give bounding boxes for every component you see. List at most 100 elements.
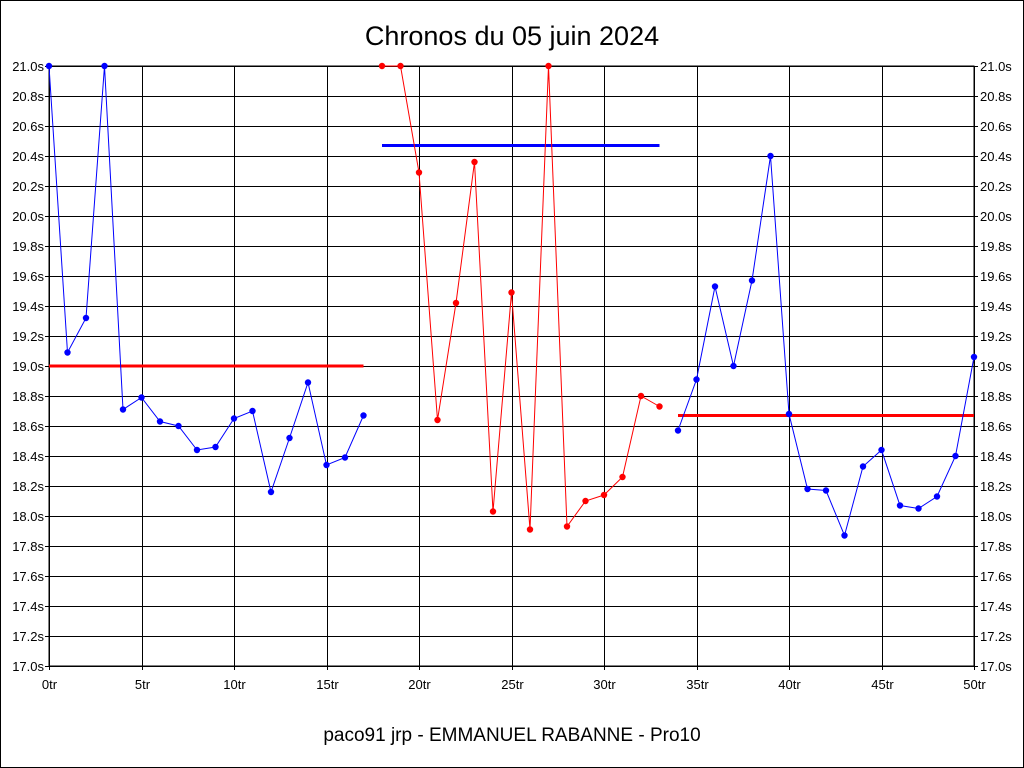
y-tick-label-right: 18.0s: [980, 509, 1012, 524]
x-tick-label: 25tr: [501, 677, 524, 692]
data-point: [64, 349, 71, 356]
y-tick-label-right: 19.4s: [980, 299, 1012, 314]
y-tick-label-right: 19.6s: [980, 269, 1012, 284]
y-tick-label-left: 20.8s: [12, 89, 44, 104]
y-tick-label-left: 17.0s: [12, 659, 44, 674]
data-point: [175, 422, 182, 430]
y-tick-label-right: 18.6s: [980, 419, 1012, 434]
y-tick-label-right: 18.4s: [980, 449, 1012, 464]
y-tick-label-right: 21.0s: [980, 59, 1012, 74]
data-point: [286, 434, 293, 442]
chart-subtitle: paco91 jrp - EMMANUEL RABANNE - Pro10: [323, 725, 700, 746]
data-point: [933, 493, 941, 500]
data-point: [452, 299, 460, 307]
data-point: [378, 62, 386, 70]
y-tick-label-left: 18.8s: [12, 389, 44, 404]
y-tick-label-right: 20.0s: [980, 209, 1012, 224]
average-lines: [49, 144, 974, 417]
data-point: [600, 491, 608, 499]
data-point: [360, 412, 367, 419]
x-tick-label: 50tr: [963, 677, 986, 692]
y-tick-label-left: 18.4s: [12, 449, 44, 464]
data-point: [82, 314, 90, 322]
data-point: [101, 62, 108, 70]
y-tick-label-left: 20.2s: [12, 179, 44, 194]
data-point: [119, 406, 127, 413]
data-point: [267, 488, 275, 496]
data-point: [304, 379, 312, 386]
y-tick-label-left: 19.0s: [12, 359, 44, 374]
x-tick-label: 0tr: [42, 677, 58, 692]
x-axis-ticks: 0tr 5tr 10tr 15tr 20tr 25tr 30tr 35tr 40tr 45tr 50…: [42, 666, 986, 692]
x-tick-label: 40tr: [778, 677, 801, 692]
y-tick-label-left: 20.6s: [12, 119, 44, 134]
data-point: [878, 446, 885, 454]
chart-title: Chronos du 05 juin 2024: [365, 21, 659, 51]
data-point: [693, 376, 700, 383]
data-point: [156, 418, 164, 425]
series: [45, 62, 978, 539]
data-point: [637, 392, 645, 400]
data-point: [804, 485, 811, 493]
y-tick-label-left: 18.6s: [12, 419, 44, 434]
data-point: [230, 415, 238, 422]
y-axis-ticks: 17.0s 17.0s 17.2s 17.2s 17.4s 17.4s 17.6s 17.6s…: [12, 59, 1012, 674]
data-point: [970, 353, 978, 361]
data-point: [656, 403, 663, 410]
data-point: [489, 508, 497, 515]
data-point: [767, 152, 774, 160]
data-point: [952, 452, 959, 460]
data-point: [434, 416, 441, 424]
data-point: [711, 283, 719, 290]
data-point: [508, 289, 515, 296]
y-tick-label-left: 17.4s: [12, 599, 44, 614]
data-point: [582, 497, 589, 505]
y-tick-label-right: 17.6s: [980, 569, 1012, 584]
data-point: [674, 427, 682, 434]
y-tick-label-right: 20.4s: [980, 149, 1012, 164]
data-point: [193, 446, 201, 454]
y-tick-label-right: 17.4s: [980, 599, 1012, 614]
x-tick-label: 10tr: [223, 677, 246, 692]
data-point: [841, 532, 848, 539]
y-tick-label-right: 19.2s: [980, 329, 1012, 344]
data-point: [249, 407, 256, 415]
series-line: [382, 65, 660, 530]
y-tick-label-right: 17.8s: [980, 539, 1012, 554]
y-tick-label-right: 18.8s: [980, 389, 1012, 404]
data-point: [138, 394, 145, 401]
y-tick-label-left: 20.4s: [12, 149, 44, 164]
y-tick-label-left: 19.4s: [12, 299, 44, 314]
data-point: [822, 487, 830, 494]
y-tick-label-left: 19.6s: [12, 269, 44, 284]
y-tick-label-right: 18.2s: [980, 479, 1012, 494]
y-tick-label-left: 17.2s: [12, 629, 44, 644]
data-point: [915, 505, 922, 512]
y-tick-label-right: 20.2s: [980, 179, 1012, 194]
x-tick-label: 5tr: [135, 677, 151, 692]
data-point: [785, 410, 793, 418]
y-tick-label-left: 19.8s: [12, 239, 44, 254]
y-tick-label-left: 18.2s: [12, 479, 44, 494]
y-tick-label-left: 18.0s: [12, 509, 44, 524]
data-point: [748, 277, 756, 284]
y-tick-label-right: 19.8s: [980, 239, 1012, 254]
y-tick-label-right: 17.0s: [980, 659, 1012, 674]
y-tick-label-right: 17.2s: [980, 629, 1012, 644]
x-tick-label: 15tr: [316, 677, 339, 692]
y-tick-label-left: 17.8s: [12, 539, 44, 554]
data-point: [212, 443, 219, 451]
series-line: [48, 65, 364, 494]
y-tick-label-left: 17.6s: [12, 569, 44, 584]
x-tick-label: 35tr: [686, 677, 709, 692]
x-tick-label: 30tr: [593, 677, 616, 692]
y-tick-label-left: 19.2s: [12, 329, 44, 344]
data-point: [896, 502, 904, 509]
data-point: [730, 362, 737, 370]
data-point: [619, 473, 626, 481]
y-tick-label-right: 20.6s: [980, 119, 1012, 134]
x-tick-label: 20tr: [408, 677, 431, 692]
data-point: [45, 62, 53, 70]
